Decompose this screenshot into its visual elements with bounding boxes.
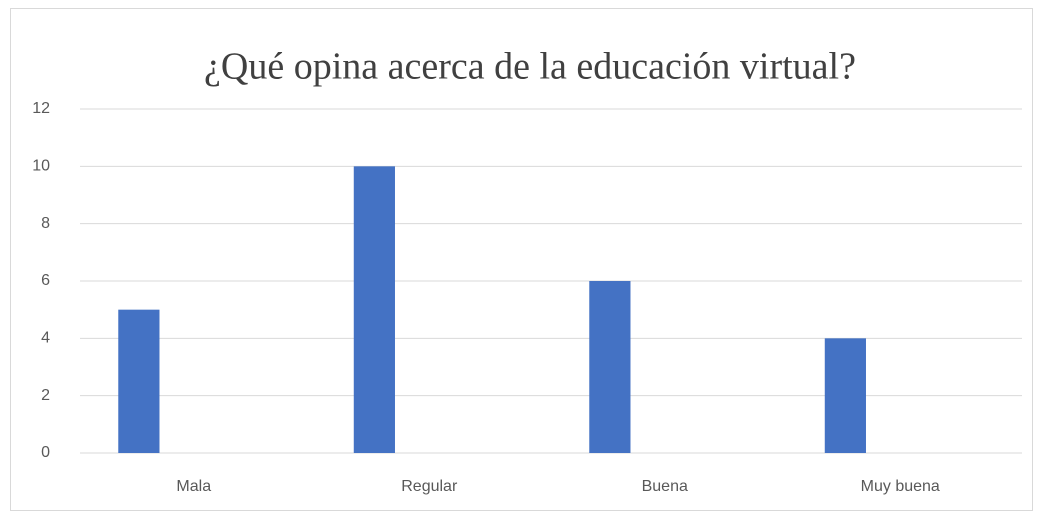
x-tick-label: Mala xyxy=(176,478,211,495)
bar xyxy=(589,281,631,453)
y-tick-label: 12 xyxy=(32,100,50,117)
x-tick-label: Buena xyxy=(642,478,688,495)
y-tick-label: 8 xyxy=(41,215,50,232)
y-tick-label: 2 xyxy=(41,387,50,404)
bar xyxy=(118,309,160,453)
bar xyxy=(353,166,395,454)
y-tick-label: 0 xyxy=(41,444,50,461)
x-tick-label: Muy buena xyxy=(861,478,940,495)
y-tick-label: 4 xyxy=(41,330,50,347)
bar xyxy=(824,338,866,453)
y-tick-label: 10 xyxy=(32,158,50,175)
chart-title: ¿Qué opina acerca de la educación virtua… xyxy=(204,46,856,88)
y-tick-label: 6 xyxy=(41,272,50,289)
x-tick-label: Regular xyxy=(401,478,458,495)
